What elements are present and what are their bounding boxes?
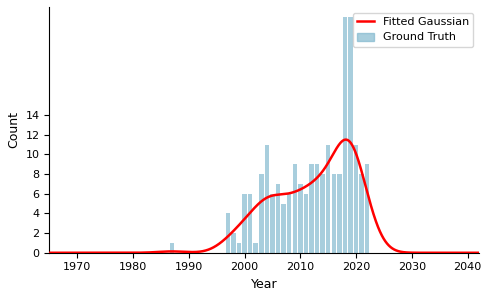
Bar [348, 17, 353, 253]
Bar [259, 174, 264, 253]
Bar [365, 164, 369, 253]
Bar [237, 243, 241, 253]
Fitted Gaussian [476, 251, 482, 254]
Bar [248, 194, 252, 253]
Bar [298, 184, 302, 253]
Bar [243, 194, 247, 253]
Fitted Gaussian [68, 251, 74, 254]
Bar [287, 194, 292, 253]
Bar [337, 174, 342, 253]
Bar [315, 164, 319, 253]
Fitted Gaussian [47, 251, 52, 254]
Bar [170, 243, 174, 253]
Y-axis label: Count: Count [7, 111, 20, 148]
Line: Fitted Gaussian: Fitted Gaussian [49, 139, 479, 253]
Bar [265, 145, 269, 253]
Bar [360, 174, 364, 253]
Fitted Gaussian [464, 251, 469, 254]
Bar [304, 194, 308, 253]
Bar [326, 145, 330, 253]
Bar [270, 194, 275, 253]
Bar [276, 184, 280, 253]
Bar [225, 213, 230, 253]
Bar [354, 145, 358, 253]
Fitted Gaussian [464, 251, 469, 254]
Fitted Gaussian [385, 243, 391, 246]
Bar [253, 243, 258, 253]
X-axis label: Year: Year [251, 278, 277, 291]
Bar [332, 174, 336, 253]
Bar [231, 233, 236, 253]
Fitted Gaussian [343, 138, 349, 141]
Bar [281, 204, 286, 253]
Bar [293, 164, 297, 253]
Bar [343, 17, 347, 253]
Legend: Fitted Gaussian, Ground Truth: Fitted Gaussian, Ground Truth [352, 13, 473, 47]
Bar [320, 174, 325, 253]
Fitted Gaussian [244, 215, 250, 218]
Fitted Gaussian [255, 202, 261, 206]
Bar [309, 164, 314, 253]
